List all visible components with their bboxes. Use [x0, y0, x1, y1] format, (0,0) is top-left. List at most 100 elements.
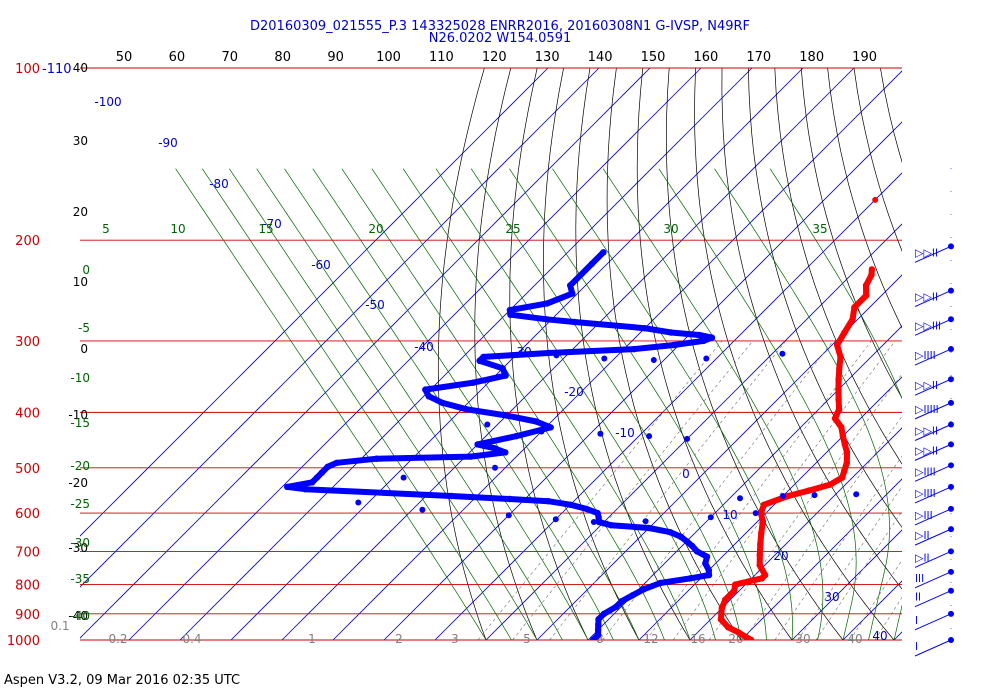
dewpoint-point	[670, 341, 678, 349]
moist-adiabat-left-label: -25	[70, 497, 90, 511]
moist-adiabat-left-label: 0	[82, 263, 90, 277]
mixing-ratio-label: 1	[308, 632, 316, 646]
dewpoint-point	[425, 393, 432, 400]
wind-barb-staff	[914, 378, 952, 396]
dewpoint-point	[545, 498, 552, 505]
moist-adiabat-line	[714, 168, 890, 640]
dewpoint-point	[640, 586, 648, 593]
dry-adiabat-line	[543, 68, 640, 640]
temperature-point	[758, 529, 765, 537]
dewpoint-sparse-point	[779, 350, 786, 357]
pressure-tick-label: 1000	[7, 634, 40, 649]
wind-barb-staff	[914, 443, 952, 461]
dry-adiabat-line	[636, 68, 793, 640]
dewpoint-point	[302, 486, 309, 493]
dewpoint-point	[284, 483, 291, 491]
dewpoint-point	[476, 357, 483, 364]
top-axis-label: 70	[222, 50, 239, 65]
isotherm-line	[383, 121, 902, 640]
dewpoint-point	[667, 329, 675, 336]
top-axis-label: 190	[852, 50, 877, 65]
dry-adiabat-line	[437, 68, 487, 640]
dewpoint-point	[641, 325, 648, 332]
dewpoint-sparse-point	[484, 421, 491, 428]
dewpoint-sparse-point	[419, 506, 426, 513]
dewpoint-sparse-point	[982, 495, 988, 501]
dewpoint-point	[513, 432, 520, 440]
moist-adiabat-label: 25	[505, 222, 520, 236]
isotherm-label: 20	[773, 549, 788, 563]
mixing-ratio-line	[549, 340, 787, 640]
wind-barbs-column: ▷▷ll▷▷ll▷▷lll▷llll▷▷ll▷lllll▷▷ll▷▷ll▷lll…	[914, 168, 954, 657]
isotherm-line	[128, 68, 702, 640]
temperature-point	[833, 341, 841, 349]
pressure-tick-label: 900	[15, 608, 40, 623]
moist-adiabat-line	[470, 168, 742, 640]
temperature-point	[784, 492, 792, 500]
isotherm-line	[893, 631, 902, 640]
temperature-point	[868, 266, 876, 273]
dewpoint-point	[324, 463, 331, 470]
isotherm-label: -60	[311, 258, 331, 272]
dewpoint-point	[630, 345, 638, 353]
dewpoint-sparse-point	[780, 493, 786, 499]
dewpoint-point	[545, 349, 552, 357]
dewpoint-point	[547, 424, 554, 431]
isotherm-line	[638, 376, 902, 640]
isotherm-line	[80, 68, 600, 588]
chart-title-line-2: N26.0202 W154.0591	[428, 31, 572, 46]
wind-barb-glyph: l	[915, 614, 918, 627]
isotherm-line	[179, 68, 753, 640]
moist-adiabat-left-label: -40	[70, 609, 90, 623]
wind-barb-staff	[914, 348, 952, 366]
altitude-label: 30	[73, 134, 88, 148]
moist-adiabat-line	[509, 168, 767, 640]
isotherm-line	[791, 529, 902, 640]
moist-adiabat-line	[371, 168, 665, 640]
mixing-ratio-label: 40	[847, 632, 862, 646]
dewpoint-point	[705, 571, 713, 579]
moist-adiabat-left-label: -15	[70, 416, 90, 430]
dewpoint-point	[491, 445, 498, 452]
dewpoint-point	[533, 418, 540, 425]
dewpoint-point	[618, 597, 625, 605]
wind-barb-glyph: ▷llll	[915, 487, 936, 500]
dewpoint-point	[607, 522, 615, 529]
sounding-profiles	[284, 196, 988, 640]
wind-barb-glyph: ▷▷lll	[915, 319, 941, 332]
temperature-point	[849, 316, 856, 323]
background-grid	[80, 68, 902, 640]
isotherm-label: -70	[262, 217, 282, 231]
mixing-ratio-label: 12	[643, 632, 658, 646]
dewpoint-point	[439, 399, 446, 407]
temperature-point	[839, 432, 847, 440]
temperature-point	[758, 575, 766, 582]
temperature-point	[835, 376, 842, 383]
wind-barb-glyph: ▷ll	[915, 529, 930, 542]
dewpoint-point	[696, 331, 703, 339]
moist-adiabat-line	[202, 168, 512, 640]
dewpoint-point	[571, 318, 578, 326]
wind-barb-staff	[914, 613, 952, 631]
dewpoint-point	[463, 406, 470, 413]
dewpoint-point	[708, 334, 716, 341]
isotherm-label: 10	[722, 508, 737, 522]
wind-barb-staff	[914, 464, 952, 482]
mixing-ratio-label: 0.4	[182, 632, 201, 646]
dewpoint-point	[667, 529, 674, 536]
top-axis-label: 90	[327, 50, 344, 65]
top-axis-label: 150	[641, 50, 666, 65]
dewpoint-point	[313, 474, 321, 481]
isotherm-label: -20	[564, 385, 584, 399]
wind-barb-staff	[914, 318, 952, 336]
dewpoint-point	[507, 311, 514, 318]
moist-adiabat-left-label: -30	[70, 536, 90, 550]
dewpoint-point	[448, 492, 455, 500]
dewpoint-point	[373, 455, 380, 462]
pressure-tick-label: 400	[15, 406, 40, 421]
isotherm-line	[80, 68, 651, 639]
moist-adiabat-label: 5	[102, 222, 110, 236]
moist-adiabat-line	[256, 168, 563, 640]
isotherm-line	[485, 223, 902, 640]
